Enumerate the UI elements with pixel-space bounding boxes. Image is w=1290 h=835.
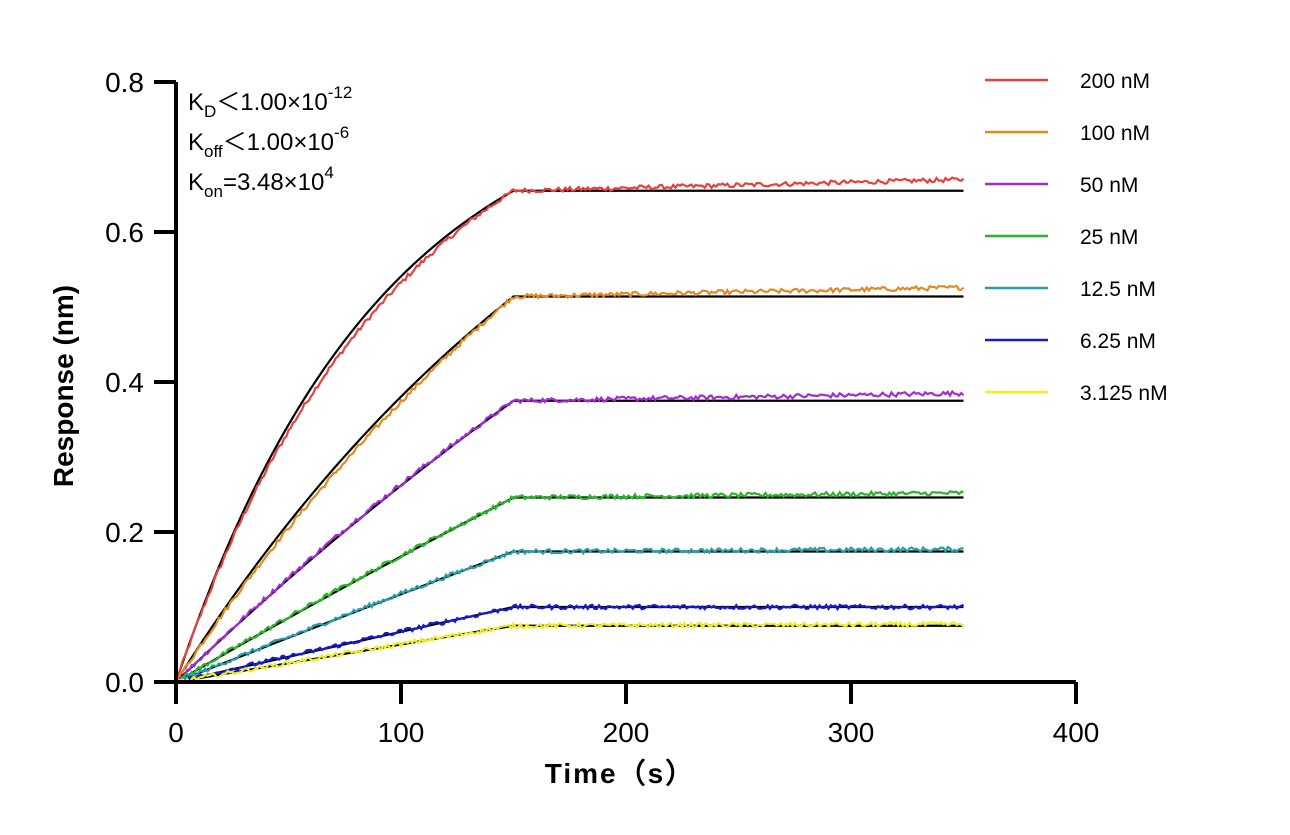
data-series-line — [174, 176, 965, 683]
x-tick-label: 0 — [168, 717, 184, 748]
y-tick-label: 0.4 — [105, 367, 144, 398]
fit-line — [174, 189, 964, 683]
fit-line — [175, 399, 964, 683]
legend-label: 25 nM — [1080, 226, 1138, 249]
x-tick-label: 300 — [828, 717, 875, 748]
data-series-line — [175, 620, 965, 684]
y-tick-label: 0.0 — [105, 667, 144, 698]
x-axis-title: Time（s） — [545, 757, 695, 789]
y-ticks: 0.0 0.2 0.4 0.6 0.8 — [105, 67, 176, 698]
legend-label: 100 nM — [1080, 122, 1150, 145]
legend-label: 6.25 nM — [1080, 330, 1156, 353]
kd-annotation: KD＜1.00×10-12 — [188, 83, 352, 121]
data-series-line — [175, 389, 965, 684]
fit-line — [175, 605, 964, 684]
x-tick-label: 400 — [1053, 717, 1100, 748]
x-ticks: 0 100 200 300 400 — [168, 682, 1099, 748]
y-tick-label: 0.8 — [105, 67, 144, 98]
y-tick-label: 0.2 — [105, 517, 144, 548]
legend: 200 nM 100 nM 50 nM 25 nM 12.5 nM 6.25 nM 3.12… — [985, 70, 1168, 405]
data-series-line — [175, 602, 964, 684]
x-tick-label: 200 — [603, 717, 650, 748]
legend-label: 12.5 nM — [1080, 278, 1156, 301]
data-series-line — [175, 545, 964, 684]
data-curves — [174, 176, 965, 684]
legend-label: 50 nM — [1080, 174, 1138, 197]
kinetic-constants: KD＜1.00×10-12 Koff＜1.00×10-6 Kon=3.48×10… — [188, 83, 352, 201]
koff-annotation: Koff＜1.00×10-6 — [188, 123, 349, 161]
y-tick-label: 0.6 — [105, 217, 144, 248]
kon-annotation: Kon=3.48×104 — [188, 163, 334, 201]
fit-line — [175, 295, 964, 683]
y-axis-title: Response (nm) — [48, 285, 79, 487]
data-series-line — [175, 284, 965, 683]
data-series-line — [175, 489, 964, 684]
legend-label: 200 nM — [1080, 70, 1150, 93]
legend-label: 3.125 nM — [1080, 382, 1168, 405]
fit-curves — [174, 189, 964, 684]
x-tick-label: 100 — [378, 717, 425, 748]
